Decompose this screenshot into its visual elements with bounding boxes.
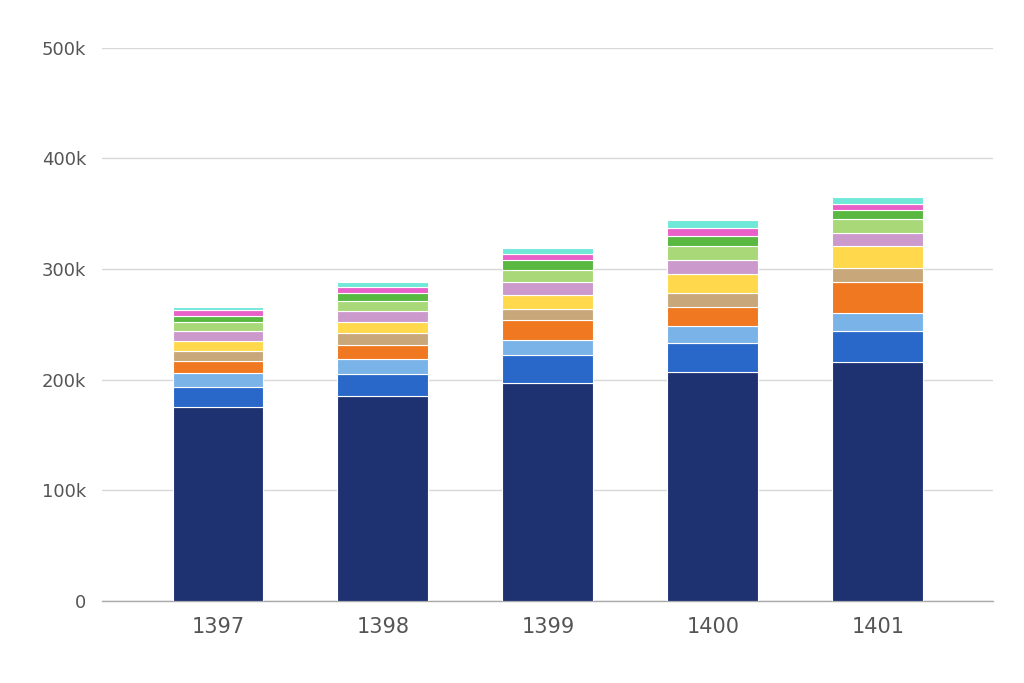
Bar bbox=[503, 340, 593, 355]
Bar bbox=[833, 282, 924, 313]
Bar bbox=[833, 313, 924, 331]
Bar bbox=[833, 210, 924, 219]
Bar bbox=[668, 260, 758, 273]
Bar bbox=[503, 383, 593, 601]
Bar bbox=[668, 294, 758, 307]
Bar bbox=[833, 268, 924, 282]
Bar bbox=[503, 294, 593, 309]
Bar bbox=[338, 333, 428, 346]
Bar bbox=[833, 233, 924, 246]
Bar bbox=[338, 359, 428, 374]
Bar bbox=[503, 355, 593, 383]
Bar bbox=[833, 219, 924, 233]
Bar bbox=[172, 387, 263, 407]
Bar bbox=[172, 407, 263, 601]
Bar bbox=[338, 287, 428, 294]
Bar bbox=[172, 316, 263, 322]
Bar bbox=[503, 320, 593, 340]
Bar bbox=[338, 294, 428, 301]
Bar bbox=[338, 282, 428, 287]
Bar bbox=[668, 246, 758, 260]
Bar bbox=[833, 362, 924, 601]
Bar bbox=[668, 307, 758, 326]
Bar bbox=[503, 253, 593, 260]
Bar bbox=[338, 346, 428, 359]
Bar bbox=[338, 322, 428, 333]
Bar bbox=[503, 270, 593, 282]
Bar bbox=[833, 331, 924, 362]
Bar bbox=[833, 246, 924, 268]
Bar bbox=[503, 260, 593, 270]
Bar bbox=[172, 322, 263, 331]
Bar bbox=[503, 309, 593, 320]
Bar bbox=[668, 326, 758, 344]
Bar bbox=[172, 361, 263, 373]
Bar bbox=[172, 310, 263, 316]
Bar bbox=[338, 301, 428, 311]
Bar bbox=[668, 372, 758, 601]
Bar bbox=[833, 204, 924, 210]
Bar bbox=[668, 236, 758, 246]
Bar bbox=[338, 374, 428, 396]
Bar bbox=[668, 221, 758, 228]
Bar bbox=[833, 197, 924, 204]
Bar bbox=[503, 248, 593, 253]
Bar bbox=[668, 344, 758, 372]
Bar bbox=[668, 228, 758, 236]
Bar bbox=[668, 273, 758, 294]
Bar bbox=[172, 341, 263, 351]
Bar bbox=[172, 351, 263, 361]
Bar bbox=[338, 311, 428, 322]
Bar bbox=[503, 282, 593, 294]
Bar bbox=[172, 307, 263, 310]
Bar bbox=[172, 331, 263, 341]
Bar bbox=[172, 373, 263, 387]
Bar bbox=[338, 396, 428, 601]
